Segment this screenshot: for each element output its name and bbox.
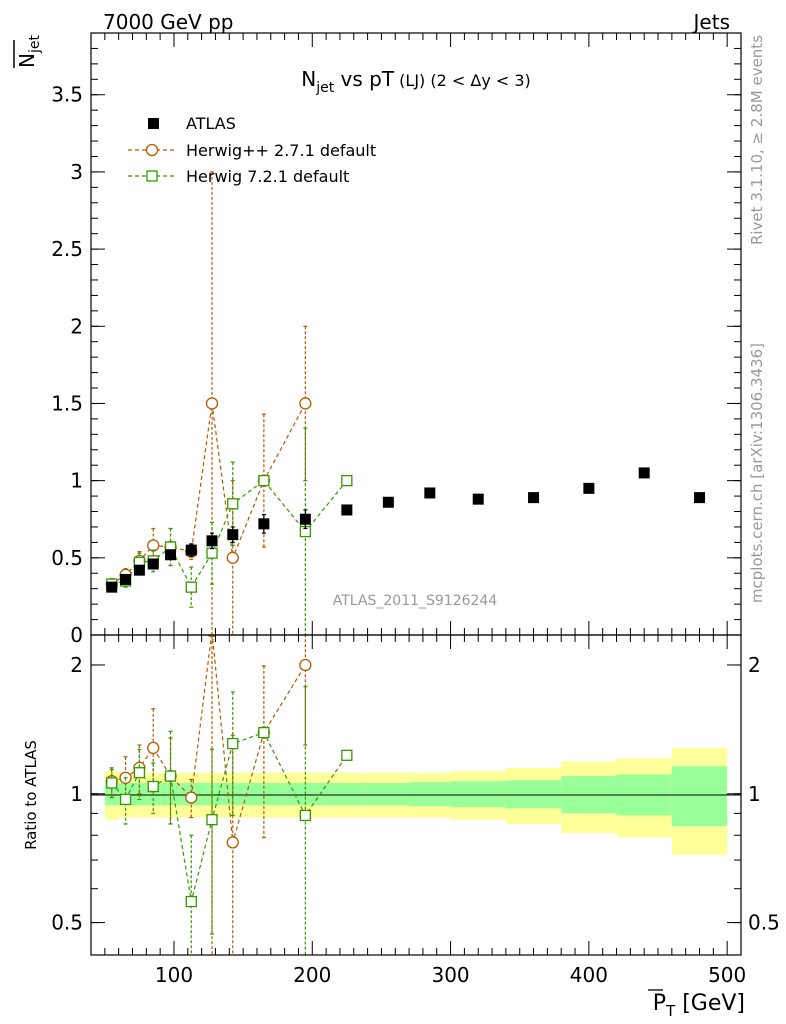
y-tick-label: 1 bbox=[70, 469, 83, 493]
ratio-y-tick-label-right: 0.5 bbox=[748, 911, 780, 935]
y-tick-label: 2 bbox=[70, 314, 83, 338]
legend-marker-herwigpp bbox=[145, 143, 159, 157]
data-point-herwig7 bbox=[185, 895, 197, 908]
data-point-atlas bbox=[424, 487, 436, 499]
data-point-atlas bbox=[206, 535, 218, 547]
x-tick-label: 100 bbox=[155, 963, 193, 987]
data-point-herwig7 bbox=[341, 474, 353, 487]
data-point-herwig7 bbox=[258, 474, 270, 487]
mcplots-label: mcplots.cern.ch [arXiv:1306.3436] bbox=[748, 343, 766, 603]
data-point-herwig7 bbox=[133, 767, 146, 779]
data-point-herwig7 bbox=[341, 749, 353, 761]
main-y-axis-label: Njet bbox=[13, 35, 43, 68]
series-line-herwigpp bbox=[111, 635, 306, 843]
y-tick-label: 0 bbox=[70, 623, 83, 647]
data-point-atlas bbox=[185, 544, 197, 556]
data-point-atlas bbox=[165, 549, 177, 561]
legend-label-herwig7: Herwig 7.2.1 default bbox=[186, 167, 349, 186]
data-point-herwigpp bbox=[299, 658, 312, 672]
data-point-herwig7 bbox=[227, 737, 239, 750]
data-point-herwig7 bbox=[299, 809, 312, 822]
legend-marker-atlas bbox=[148, 118, 159, 129]
ratio-band-inner bbox=[243, 782, 285, 806]
data-point-herwig7 bbox=[147, 780, 159, 793]
data-point-atlas bbox=[147, 558, 159, 570]
ratio-frame bbox=[90, 634, 742, 956]
data-point-atlas bbox=[583, 482, 595, 494]
legend-item-herwig7: Herwig 7.2.1 default bbox=[128, 167, 349, 186]
legend: ATLAS Herwig++ 2.7.1 default Herwig 7.2.… bbox=[128, 114, 376, 186]
x-tick-label: 400 bbox=[570, 963, 608, 987]
ratio-band-inner bbox=[671, 766, 728, 827]
ratio-y-tick-label-right: 2 bbox=[748, 653, 761, 677]
data-point-atlas bbox=[120, 573, 132, 585]
ratio-series-layer bbox=[105, 635, 353, 955]
data-point-atlas bbox=[299, 513, 311, 525]
main-series-layer bbox=[105, 171, 706, 635]
ratio-y-axis-label: Ratio to ATLAS bbox=[22, 740, 40, 850]
data-point-herwig7 bbox=[106, 777, 118, 789]
data-point-atlas bbox=[133, 564, 145, 576]
y-tick-label: 1.5 bbox=[51, 391, 83, 415]
ratio-y-tick-label: 0.5 bbox=[51, 911, 83, 935]
rivet-label: Rivet 3.1.10, ≥ 2.8M events bbox=[748, 35, 766, 245]
ratio-band-inner bbox=[409, 782, 451, 807]
legend-item-herwigpp: Herwig++ 2.7.1 default bbox=[128, 141, 376, 160]
ratio-y-tick-label: 1 bbox=[70, 782, 83, 806]
data-point-atlas bbox=[382, 496, 394, 508]
y-tick-label: 3.5 bbox=[51, 83, 83, 107]
header-right: Jets bbox=[692, 10, 730, 34]
ratio-y-tick-label: 2 bbox=[70, 653, 83, 677]
legend-label-herwigpp: Herwig++ 2.7.1 default bbox=[186, 141, 376, 160]
series-line-herwigpp bbox=[111, 403, 306, 585]
data-point-atlas bbox=[227, 529, 239, 541]
data-point-atlas bbox=[528, 492, 540, 504]
y-tick-label: 2.5 bbox=[51, 237, 83, 261]
data-point-herwigpp bbox=[226, 551, 239, 564]
data-point-herwig7 bbox=[185, 581, 197, 593]
data-point-atlas bbox=[638, 467, 650, 479]
legend-marker-herwig7 bbox=[146, 170, 158, 182]
ratio-band-inner bbox=[326, 782, 368, 806]
x-tick-label: 200 bbox=[293, 963, 331, 987]
data-point-herwig7 bbox=[206, 814, 218, 826]
y-tick-label: 3 bbox=[70, 160, 83, 184]
data-point-herwig7 bbox=[206, 547, 218, 559]
analysis-tag: ATLAS_2011_S9126244 bbox=[333, 593, 498, 609]
x-tick-label: 500 bbox=[708, 963, 746, 987]
data-point-herwigpp bbox=[205, 397, 219, 410]
ratio-uncertainty-bands bbox=[104, 747, 728, 855]
data-point-herwigpp bbox=[226, 836, 239, 849]
header-left: 7000 GeV pp bbox=[103, 10, 234, 34]
svg-text:Njet: Njet bbox=[15, 35, 43, 68]
data-point-atlas bbox=[258, 518, 270, 530]
data-point-atlas bbox=[694, 492, 706, 504]
y-tick-label: 0.5 bbox=[51, 546, 83, 570]
data-point-atlas bbox=[106, 581, 118, 593]
legend-item-atlas: ATLAS bbox=[148, 114, 236, 133]
data-point-herwig7 bbox=[164, 770, 177, 782]
data-point-herwig7 bbox=[227, 498, 239, 510]
data-point-herwigpp bbox=[147, 539, 160, 552]
ratio-band-inner bbox=[505, 780, 562, 809]
ratio-band-inner bbox=[367, 782, 410, 806]
ratio-band-inner bbox=[450, 781, 506, 808]
data-point-atlas bbox=[472, 493, 484, 505]
data-point-herwigpp bbox=[147, 741, 160, 755]
x-axis-label: PT [GeV] bbox=[653, 991, 745, 1020]
legend-label-atlas: ATLAS bbox=[186, 114, 236, 133]
axes-layer: 0.5 1 1.5 2 2.5 3 3.5 0.5 0.5 1 1 2 2 100 200 300 400 500… bbox=[51, 33, 780, 987]
data-point-herwigpp bbox=[299, 397, 312, 410]
plot-title: Njet vs pT (LJ) (2 < Δy < 3) bbox=[301, 67, 531, 96]
ratio-y-tick-label-right: 1 bbox=[748, 782, 761, 806]
data-point-herwig7 bbox=[258, 726, 270, 739]
data-point-herwig7 bbox=[119, 793, 132, 806]
data-point-atlas bbox=[341, 504, 353, 516]
x-tick-label: 300 bbox=[431, 963, 469, 987]
data-point-herwigpp bbox=[185, 791, 198, 804]
